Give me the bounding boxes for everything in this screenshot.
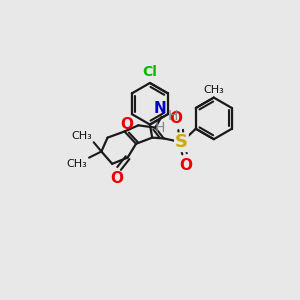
Text: O: O — [121, 117, 134, 132]
Text: Cl: Cl — [142, 65, 157, 79]
Text: H: H — [155, 121, 165, 135]
Text: O: O — [110, 171, 123, 186]
Text: O: O — [169, 111, 183, 126]
Text: CH₃: CH₃ — [67, 159, 88, 169]
Text: S: S — [175, 133, 188, 151]
Text: N: N — [154, 101, 166, 116]
Text: H: H — [168, 109, 178, 123]
Text: O: O — [180, 158, 193, 173]
Text: CH₃: CH₃ — [203, 85, 224, 94]
Text: CH₃: CH₃ — [71, 131, 92, 141]
